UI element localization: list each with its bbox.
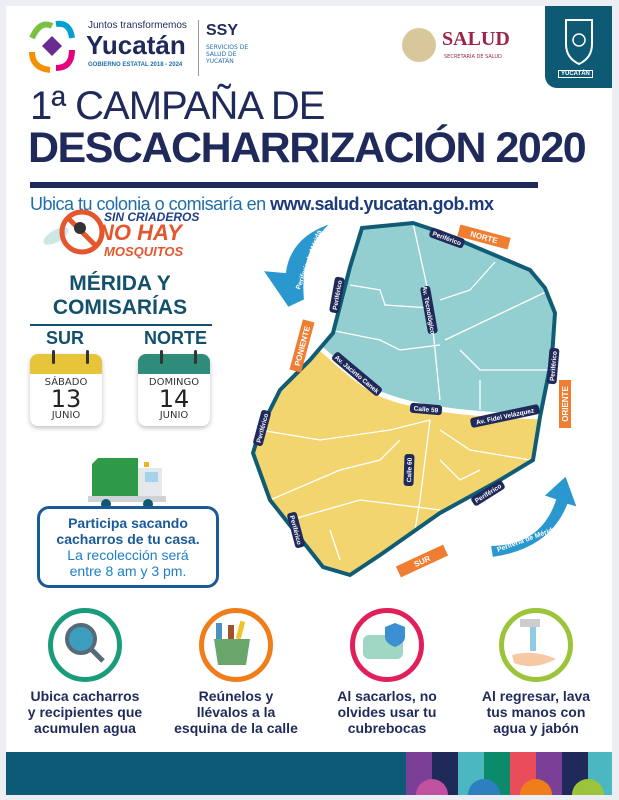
info-line1: Participa sacando xyxy=(68,515,188,531)
state-emblem: YUCATÁN xyxy=(545,6,612,88)
month: JUNIO xyxy=(51,410,81,421)
info-box: Participa sacando cacharros de tu casa. … xyxy=(37,506,219,588)
yucatan-logo-icon xyxy=(29,20,75,73)
street-label: Calle 60 xyxy=(406,457,414,482)
step-text: esquina de la calle xyxy=(174,720,298,736)
calendar-pin xyxy=(160,350,163,364)
arrow-icon: Periferia de Mérida xyxy=(259,221,334,310)
month: JUNIO xyxy=(159,410,189,421)
salud-sub: SECRETARÍA DE SALUD xyxy=(444,54,502,60)
step-text: olvides usar tu xyxy=(337,704,437,720)
gov-period: GOBIERNO ESTATAL 2018 - 2024 xyxy=(88,62,183,68)
divider xyxy=(198,20,199,76)
street-label: Calle 59 xyxy=(413,405,438,414)
merida-map: Periférico Periférico Periférico Perifér… xyxy=(251,221,580,578)
face-mask-icon xyxy=(350,608,424,682)
gov-tagline: Juntos transformemos xyxy=(88,20,187,31)
calendar-header xyxy=(138,354,210,374)
info-line4: entre 8 am y 3 pm. xyxy=(69,563,187,579)
logo-line1: SIN CRIADEROS xyxy=(104,210,200,224)
hand-wash-icon xyxy=(499,608,573,682)
calendar-pin xyxy=(194,350,197,364)
gov-name: Yucatán xyxy=(86,30,186,60)
weekday: DOMINGO xyxy=(148,377,200,388)
direction-labels: NORTE PONIENTE ORIENTE SUR xyxy=(289,224,571,578)
direction-east: ORIENTE xyxy=(561,386,570,422)
step-text: y recipientes que xyxy=(27,704,143,720)
weekday: SÁBADO xyxy=(44,377,88,388)
step-text: agua y jabón xyxy=(493,720,579,736)
street-label: Periférico xyxy=(549,351,559,382)
mosquito-icon xyxy=(43,209,105,255)
schedule-heading: MÉRIDA Y COMISARÍAS xyxy=(30,272,210,320)
step-1: Ubica cacharros y recipientes que acumulen… xyxy=(10,608,160,736)
step-2: Reúnelos y llévalos a la esquina de la cal… xyxy=(161,608,311,736)
info-line3: La recolección será xyxy=(67,547,189,563)
calendar-header xyxy=(30,354,102,374)
step-text: Al regresar, lava xyxy=(481,688,591,704)
schedule-divider xyxy=(30,324,212,326)
title-line2: DESCACHARRIZACIÓN 2020 xyxy=(28,124,587,172)
magnifier-icon xyxy=(48,608,122,682)
logo-line2: NO HAY xyxy=(98,220,182,245)
title-underline xyxy=(30,182,538,188)
step-3: Al sacarlos, no olvides usar tu cubrebocas xyxy=(312,608,462,736)
calendar-pin xyxy=(86,350,89,364)
mexico-seal-icon xyxy=(402,28,436,62)
calendar-pin xyxy=(52,350,55,364)
ssy-abbr: SSY xyxy=(206,22,239,39)
ssy-name: SERVICIOS DE SALUD DE YUCATÁN xyxy=(206,44,249,65)
info-line2: cacharros de tu casa. xyxy=(56,531,200,547)
heading-line1: MÉRIDA Y xyxy=(69,272,171,295)
heading-line2: COMISARÍAS xyxy=(52,296,188,319)
steps: Ubica cacharros y recipientes que acumulen… xyxy=(6,608,612,758)
step-4: Al regresar, lava tus manos con agua y jab… xyxy=(461,608,611,736)
title-line1: 1ª CAMPAÑA DE xyxy=(30,84,325,128)
step-text: acumulen agua xyxy=(34,720,136,736)
salud-name: SALUD xyxy=(442,28,510,50)
calendar-sur: SÁBADO 13 JUNIO xyxy=(30,354,102,426)
step-text: tus manos con xyxy=(486,704,586,720)
calendar-norte: DOMINGO 14 JUNIO xyxy=(138,354,210,426)
shield-icon xyxy=(565,19,593,66)
step-text: llévalos a la xyxy=(196,704,276,720)
subtitle: Ubica tu colonia o comisaría en www.salu… xyxy=(30,194,494,215)
subtitle-url[interactable]: www.salud.yucatan.gob.mx xyxy=(270,194,494,214)
footer-band xyxy=(6,752,612,795)
poster: Juntos transformemos Yucatán GOBIERNO ES… xyxy=(6,6,612,795)
step-text: cubrebocas xyxy=(347,720,427,736)
step-text: Reúnelos y xyxy=(198,688,274,704)
subtitle-text: Ubica tu colonia o comisaría en xyxy=(30,194,271,214)
day: 13 xyxy=(50,385,82,413)
zone-sur: SUR xyxy=(46,328,85,348)
day: 14 xyxy=(158,385,190,413)
logo-line3: MOSQUITOS xyxy=(104,244,184,259)
recycle-bin-icon xyxy=(199,608,273,682)
decorative-pattern-icon xyxy=(406,752,612,795)
step-text: Ubica cacharros xyxy=(30,688,140,704)
garbage-truck-icon xyxy=(88,458,166,509)
zone-norte: NORTE xyxy=(144,328,207,348)
state-emblem-text: YUCATÁN xyxy=(558,70,593,78)
step-text: Al sacarlos, no xyxy=(337,688,437,704)
arrow-label: Periferia de Mérida xyxy=(496,526,557,554)
